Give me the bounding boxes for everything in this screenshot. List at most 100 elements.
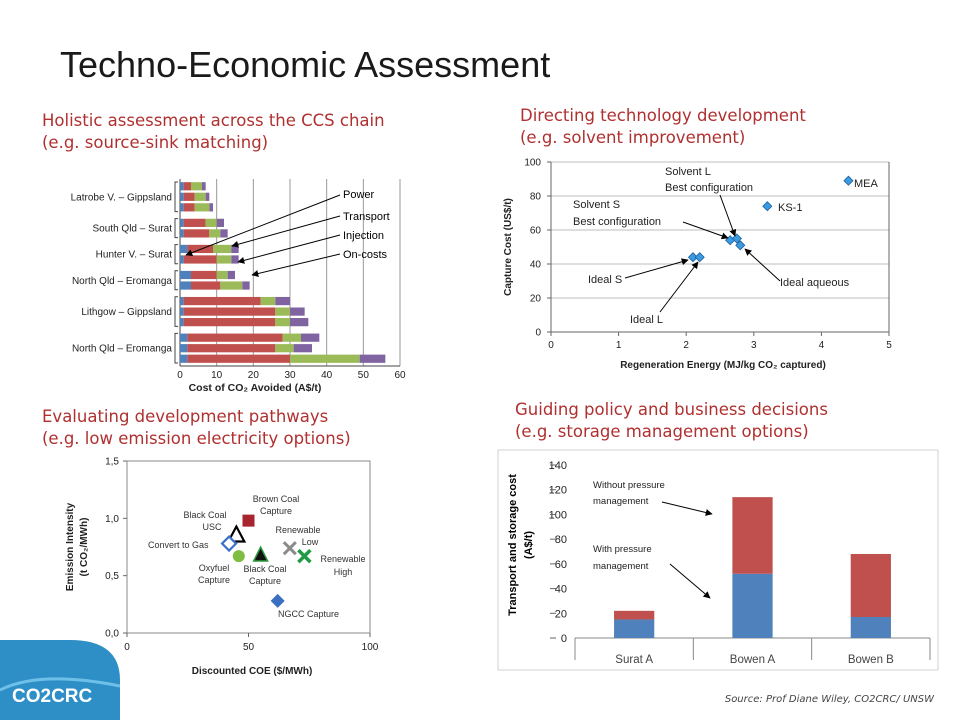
y-axis-label: Capture Cost (US$/t): [503, 198, 514, 296]
x-tick-label: 100: [362, 642, 379, 653]
marker-brown-coal-capture: [242, 514, 255, 527]
y-tick-label: 60: [530, 226, 542, 237]
x-tick-label: 1: [616, 340, 622, 351]
leader-ideal-aqueous: [744, 248, 781, 282]
label-renew-low-2: Low: [302, 537, 319, 547]
bar-segment: [180, 354, 188, 363]
bar-segment: [290, 307, 305, 316]
label-without-2: management: [593, 496, 649, 507]
leader-ideal-l: [659, 261, 699, 313]
group-bracket: [174, 332, 178, 364]
y-tick-label: 100: [549, 509, 567, 521]
leader-power: [185, 194, 341, 256]
bar-segment: [191, 182, 202, 191]
group-bracket: [174, 218, 178, 239]
bar-segment: [209, 203, 213, 212]
bar-segment: [183, 318, 276, 327]
label-ks1: KS-1: [778, 202, 802, 214]
bar-segment: [194, 192, 206, 201]
label-black-capture-2: Capture: [249, 576, 281, 586]
leader-with: [669, 563, 711, 599]
bar-segment: [290, 354, 360, 363]
bar-segment: [183, 192, 195, 201]
page-title: Techno-Economic Assessment: [60, 44, 551, 85]
marker-renewable-low: [282, 541, 297, 556]
x-axis-label: Regeneration Energy (MJ/kg CO₂ captured): [620, 360, 826, 371]
bar-segment: [614, 619, 655, 638]
category-label: Surat A: [615, 654, 653, 666]
point-labels: Brown Coal Capture Black Coal USC Conver…: [148, 494, 366, 619]
label-oxyfuel: Oxyfuel: [199, 563, 230, 573]
group-label: Lithgow – Gippsland: [81, 307, 172, 318]
solvent-scatter-chart: 0 20 40 60 80 100 0 1 2 3 4 5 Regeneration Energy (…: [503, 158, 892, 372]
marker-convert-to-gas: [220, 535, 238, 553]
bar-segment: [290, 318, 309, 327]
y-tick-label: 20: [530, 294, 542, 305]
y-tick-label: 0,0: [105, 629, 119, 640]
heading-line: Directing technology development: [520, 106, 806, 125]
x-tick-label: 30: [284, 370, 296, 381]
bar-segment: [614, 610, 655, 620]
heading-line: Guiding policy and business decisions: [515, 400, 828, 419]
label-ideal-s: Ideal S: [588, 274, 622, 286]
leader-without: [661, 501, 713, 516]
label-black-usc-2: USC: [202, 522, 222, 532]
y-tick-label: 60: [555, 559, 567, 571]
bar-segment: [220, 281, 243, 290]
bar-segment: [275, 344, 294, 353]
bar-segment: [293, 344, 312, 353]
x-tick-label: 0: [548, 340, 554, 351]
x-tick-label: 40: [321, 370, 333, 381]
label-ideal-l: Ideal L: [630, 314, 663, 326]
group-label: North Qld – Eromanga: [72, 344, 172, 355]
y-tick-label: 1,5: [105, 457, 119, 468]
group-bracket: [174, 244, 178, 265]
bar-segment: [180, 192, 184, 201]
x-tick-label: 0: [177, 370, 183, 381]
data-point: [694, 252, 705, 263]
marker-ngcc-capture: [270, 593, 285, 608]
bar-segment: [216, 218, 224, 227]
bar-segment: [216, 270, 228, 280]
y-tick-label: 100: [524, 158, 541, 169]
bar-segment: [205, 192, 210, 201]
x-axis-label: Discounted COE ($/MWh): [192, 666, 313, 677]
bar-segment: [187, 344, 276, 353]
y-axis-label-2: (A$/t): [523, 531, 535, 559]
bar-segment: [187, 333, 283, 342]
label-solvent-l-config: Best configuration: [665, 182, 753, 194]
x-axis-label: Cost of CO₂ Avoided (A$/t): [189, 382, 322, 394]
co2crc-logo: CO2CRC: [0, 640, 120, 720]
legend: Power Transport Injection On-costs: [185, 189, 390, 277]
section-guiding-heading: Guiding policy and business decisions (e…: [515, 399, 828, 443]
group-label: Latrobe V. – Gippsland: [71, 192, 172, 203]
label-without: Without pressure: [593, 480, 665, 491]
section-evaluating-heading: Evaluating development pathways (e.g. lo…: [42, 406, 351, 450]
leader-solvent-l: [719, 194, 737, 237]
bar-segment: [183, 203, 195, 212]
group-bracket: [174, 181, 178, 213]
marker-black-coal-usc: [226, 524, 247, 543]
section-holistic-heading: Holistic assessment across the CCS chain…: [42, 110, 385, 154]
bar-segment: [183, 255, 217, 264]
group-bracket: [174, 270, 178, 291]
legend-injection: Injection: [343, 230, 384, 242]
y-axis-label-1: Transport and storage cost: [507, 474, 519, 616]
bar-segment: [732, 573, 773, 638]
label-mea: MEA: [854, 178, 879, 190]
heading-line: (e.g. solvent improvement): [520, 128, 746, 147]
legend-power: Power: [343, 189, 375, 201]
bar-segment: [227, 270, 235, 280]
y-tick-label: 80: [555, 534, 567, 546]
bar-segment: [183, 296, 261, 306]
y-tick-label: 40: [530, 260, 542, 271]
bar-segment: [183, 229, 210, 238]
source-sink-bar-chart: 0 10 20 30 40 50 60 Latrobe V. – Gippsland Sout…: [71, 179, 406, 394]
data-point: [762, 201, 773, 212]
bar-segment: [180, 344, 188, 353]
y-tick-label: 0: [535, 328, 541, 339]
bar-segment: [732, 497, 773, 574]
group-bracket: [174, 296, 178, 327]
bar-segment: [231, 255, 239, 264]
